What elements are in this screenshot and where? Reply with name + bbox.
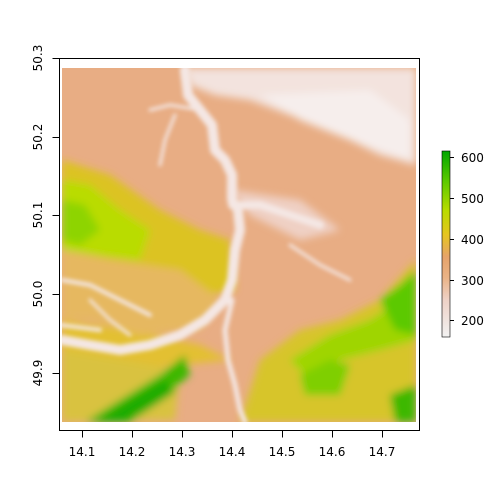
x-tick-label: 14.1: [69, 445, 96, 459]
legend-ticks: [450, 157, 454, 321]
y-tick-label: 50.1: [31, 202, 45, 229]
y-tick-label: 50.0: [31, 281, 45, 308]
legend-tick-label: 500: [461, 192, 484, 206]
y-axis: [52, 58, 60, 374]
legend-tick-label: 600: [461, 151, 484, 165]
legend-tick-label: 200: [461, 314, 484, 328]
x-tick-label: 14.2: [119, 445, 146, 459]
legend-tick-label: 300: [461, 274, 484, 288]
x-tick-label: 14.5: [269, 445, 296, 459]
legend-colorbar: [441, 150, 451, 338]
y-tick-label: 49.9: [31, 360, 45, 387]
plot-frame: [59, 58, 420, 431]
elevation-raster: [62, 68, 416, 422]
x-tick-label: 14.7: [369, 445, 396, 459]
y-tick-label: 50.2: [31, 124, 45, 151]
x-tick-label: 14.3: [169, 445, 196, 459]
legend-tick-label: 400: [461, 233, 484, 247]
y-tick-label: 50.3: [31, 45, 45, 72]
x-tick-label: 14.6: [319, 445, 346, 459]
x-tick-label: 14.4: [219, 445, 246, 459]
x-axis: [82, 430, 383, 438]
